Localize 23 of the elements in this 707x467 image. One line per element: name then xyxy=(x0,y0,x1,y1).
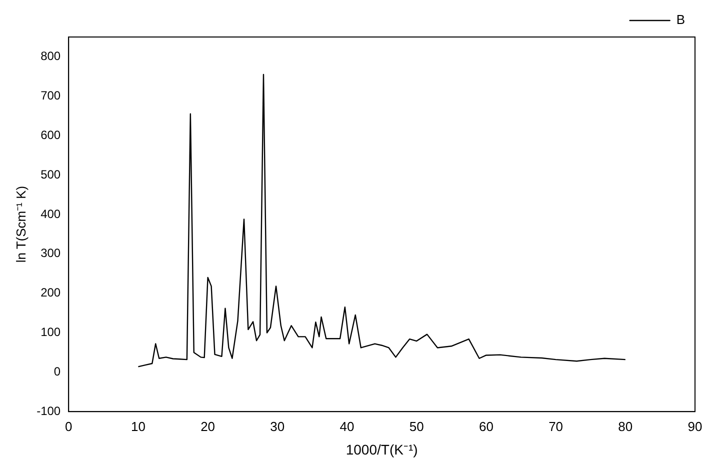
y-tick-label: 600 xyxy=(40,128,61,142)
x-tick-label: 80 xyxy=(618,418,633,434)
x-tick-label: 10 xyxy=(130,418,146,434)
x-tick-label: 40 xyxy=(340,418,354,434)
x-tick-label: 90 xyxy=(688,418,702,434)
x-tick-label: 60 xyxy=(478,418,494,434)
x-tick-label: 30 xyxy=(270,418,285,434)
x-tick-label: 50 xyxy=(409,418,424,434)
y-tick-label: 800 xyxy=(40,49,61,64)
x-tick-label: 70 xyxy=(548,418,564,434)
y-tick-label: -100 xyxy=(36,404,61,418)
x-axis-title: 1000/T(K⁻¹) xyxy=(346,441,418,458)
y-tick-label: 400 xyxy=(40,206,61,221)
legend-label: B xyxy=(676,12,685,28)
x-tick-label: 0 xyxy=(65,418,72,434)
y-axis-title: ln T(Scm⁻¹ K) xyxy=(13,186,28,263)
x-tick-label: 20 xyxy=(200,418,216,434)
y-tick-label: 500 xyxy=(40,167,61,182)
y-tick-label: 200 xyxy=(40,286,61,300)
y-tick-label: 0 xyxy=(54,364,61,378)
y-tick-label: 100 xyxy=(40,325,61,340)
y-tick-label: 300 xyxy=(40,246,61,260)
y-tick-label: 700 xyxy=(40,88,61,102)
